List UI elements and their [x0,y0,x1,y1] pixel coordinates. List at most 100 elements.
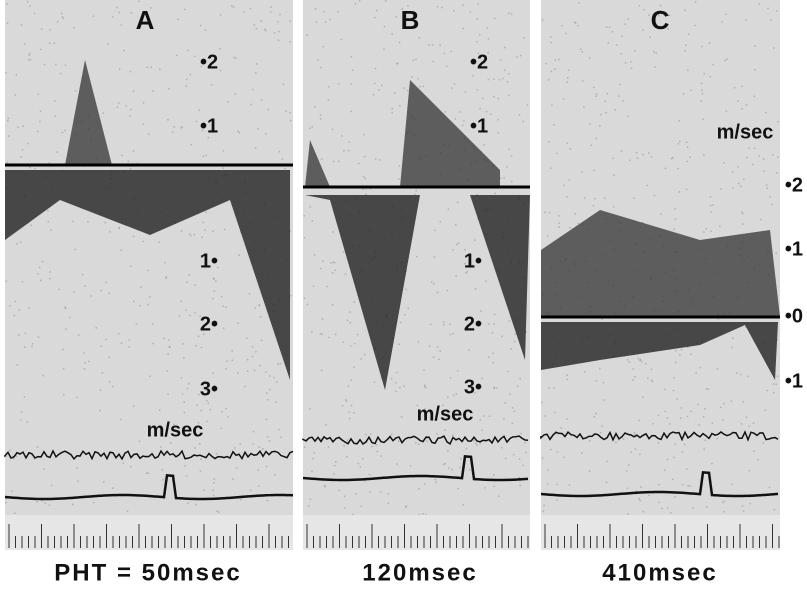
speckle [685,141,688,144]
speckle [601,318,603,320]
speckle [732,337,734,340]
speckle [349,345,352,347]
speckle [260,99,263,101]
speckle [476,18,478,20]
speckle [311,126,313,128]
speckle [313,254,316,256]
speckle [615,441,617,444]
speckle [406,89,409,92]
speckle [516,56,518,58]
speckle [425,387,427,389]
speckle [352,69,354,72]
speckle [518,114,521,116]
velocity-label: •2 [200,51,218,73]
speckle [657,442,660,444]
speckle [658,483,660,486]
speckle [403,87,405,89]
speckle [634,448,637,450]
speckle [146,66,148,68]
speckle [260,339,263,342]
speckle [266,499,269,502]
speckle [424,384,426,387]
speckle [163,337,165,340]
speckle [433,283,435,285]
speckle [481,97,484,100]
speckle [369,491,371,493]
speckle [455,393,458,395]
speckle [147,303,149,306]
speckle [428,345,431,347]
speckle [346,319,349,322]
speckle [210,84,213,86]
speckle [468,469,471,471]
speckle [664,469,666,471]
speckle [463,120,465,122]
speckle [428,44,430,46]
speckle [457,487,459,490]
speckle [653,51,655,53]
speckle [768,486,771,489]
speckle [175,54,178,57]
speckle [447,396,449,399]
speckle [344,399,347,401]
speckle [577,222,580,225]
speckle [359,466,362,468]
speckle [482,415,485,417]
speckle [193,233,196,236]
speckle [29,52,31,55]
speckle [451,468,453,471]
speckle [553,124,555,126]
speckle [363,155,366,158]
speckle [672,389,675,392]
speckle [362,188,364,190]
speckle [307,505,310,507]
speckle [188,274,190,277]
pht-caption: 410msec [602,559,717,586]
speckle [694,1,697,3]
speckle [493,17,496,20]
speckle [277,363,279,366]
speckle [195,120,198,123]
speckle [255,63,258,65]
speckle [520,432,522,435]
speckle [180,377,183,379]
speckle [497,118,499,121]
speckle [602,382,605,384]
speckle [771,203,773,206]
speckle [30,224,32,227]
speckle [717,317,720,320]
speckle [5,71,7,74]
speckle [436,6,439,8]
speckle [227,416,229,418]
speckle [62,393,65,396]
speckle [202,333,205,335]
speckle [252,430,255,433]
speckle [28,307,30,309]
speckle [473,439,475,442]
speckle [255,72,257,74]
speckle [680,407,683,409]
speckle [497,132,499,134]
speckle [566,195,568,198]
speckle [289,41,291,43]
speckle [390,377,393,380]
speckle [343,507,346,509]
speckle [672,456,675,459]
speckle [303,215,305,217]
speckle [197,335,200,338]
speckle [107,43,109,45]
speckle [341,135,343,137]
speckle [319,267,322,270]
speckle [478,34,481,36]
speckle [273,32,276,34]
ecg-trace [4,474,294,501]
speckle [277,21,279,23]
speckle [71,503,74,506]
speckle [415,442,417,444]
speckle [327,446,330,448]
speckle [59,72,62,75]
speckle [689,156,691,158]
speckle [612,206,615,208]
speckle [127,160,130,163]
speckle [415,189,417,192]
